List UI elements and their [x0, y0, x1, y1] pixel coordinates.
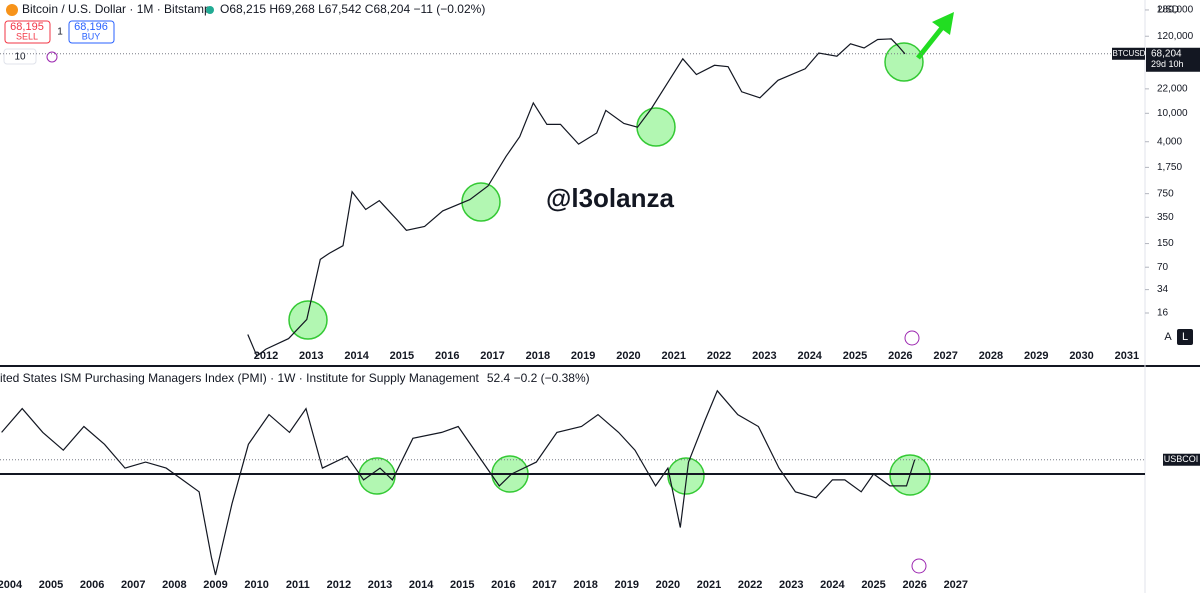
- x-tick-label: 2024: [797, 350, 822, 362]
- x-tick-label: 2005: [39, 579, 63, 591]
- x-tick-label: 2010: [244, 579, 268, 591]
- x-tick-label: 2012: [254, 350, 278, 362]
- y-tick-label: 280,000: [1157, 5, 1194, 16]
- x-tick-label: 2021: [662, 350, 686, 362]
- x-tick-label: 2011: [286, 579, 310, 591]
- event-icon: [911, 558, 927, 574]
- series-line: [1, 389, 916, 576]
- price-tag: [1146, 47, 1200, 72]
- event-icon: [904, 330, 920, 346]
- series-line: [247, 38, 906, 357]
- y-tick-label: 22,000: [1157, 83, 1188, 94]
- x-tick-label: 2025: [861, 579, 885, 591]
- symbol-tag-label: BTCUSD: [1113, 49, 1146, 58]
- buy-price: 68,196: [74, 21, 108, 33]
- x-tick-label: 2029: [1024, 350, 1048, 362]
- x-tick-label: 2016: [435, 350, 459, 362]
- x-tick-label: 2026: [888, 350, 912, 362]
- x-tick-label: 2022: [738, 579, 762, 591]
- y-tick-label: 350: [1157, 212, 1174, 223]
- highlight: [636, 107, 676, 147]
- status-dot: [206, 6, 214, 14]
- pane-title: ited States ISM Purchasing Managers Inde…: [0, 371, 480, 385]
- highlight: [884, 42, 924, 82]
- x-tick-label: 2017: [532, 579, 556, 591]
- price-tag-label: 68,204: [1151, 48, 1182, 59]
- x-tick-label: 2024: [820, 579, 845, 591]
- x-tick-label: 2018: [573, 579, 597, 591]
- y-tick-label: 750: [1157, 188, 1174, 199]
- x-tick-label: 2014: [344, 350, 369, 362]
- ohlc: O68,215 H69,268 L67,542 C68,204 −11 (−0.…: [220, 2, 485, 16]
- x-tick-label: 2026: [902, 579, 926, 591]
- log-label: L: [1182, 331, 1188, 343]
- x-tick-label: 2025: [843, 350, 867, 362]
- quantity: 1: [57, 27, 63, 38]
- buy-label: BUY: [82, 31, 101, 41]
- highlight: [288, 300, 328, 340]
- btc-icon: [6, 4, 18, 16]
- x-tick-label: 2031: [1115, 350, 1139, 362]
- y-tick-label: 120,000: [1157, 31, 1194, 42]
- x-tick-label: 2006: [80, 579, 104, 591]
- x-tick-label: 2009: [203, 579, 227, 591]
- x-tick-label: 2007: [121, 579, 145, 591]
- x-tick-label: 2015: [450, 579, 474, 591]
- x-tick-label: 2015: [390, 350, 414, 362]
- y-tick-label: 4,000: [1157, 136, 1182, 147]
- x-tick-label: 2023: [779, 579, 803, 591]
- x-tick-label: 2012: [327, 579, 351, 591]
- x-tick-label: 2020: [616, 350, 640, 362]
- x-tick-label: 2019: [615, 579, 639, 591]
- sell-label: SELL: [16, 31, 38, 41]
- highlight: [461, 182, 501, 222]
- indicator-button[interactable]: [3, 48, 37, 65]
- buy-button[interactable]: [68, 20, 115, 44]
- y-tick-label: 70: [1157, 262, 1169, 273]
- x-tick-label: 2028: [979, 350, 1003, 362]
- x-tick-label: 2004: [0, 579, 23, 591]
- sell-button[interactable]: [4, 20, 51, 44]
- x-tick-label: 2013: [299, 350, 323, 362]
- x-tick-label: 2014: [409, 579, 434, 591]
- symbol-tag: [1163, 453, 1200, 466]
- y-tick-label: 16: [1157, 308, 1169, 319]
- symbol-tag-label: USBCOI: [1164, 454, 1199, 464]
- x-tick-label: 2019: [571, 350, 595, 362]
- currency: USD: [1158, 5, 1179, 16]
- arrow-shaft: [916, 22, 947, 60]
- symbol-title: Bitcoin / U.S. Dollar · 1M · Bitstamp: [22, 2, 211, 16]
- highlight: [358, 457, 396, 495]
- x-tick-label: 2022: [707, 350, 731, 362]
- indicator-icon: [46, 51, 58, 63]
- sell-price: 68,195: [10, 21, 44, 33]
- auto-scale[interactable]: A: [1164, 331, 1172, 343]
- x-tick-label: 2008: [162, 579, 186, 591]
- countdown: 29d 10h: [1151, 59, 1184, 69]
- x-tick-label: 2027: [933, 350, 957, 362]
- y-tick-label: 34: [1157, 284, 1169, 295]
- x-tick-label: 2017: [480, 350, 504, 362]
- watermark: @l3olanza: [546, 183, 674, 213]
- y-tick-label: 150: [1157, 238, 1174, 249]
- x-tick-label: 2020: [656, 579, 680, 591]
- symbol-tag: [1112, 47, 1145, 60]
- arrow-head: [932, 12, 954, 35]
- x-tick-label: 2021: [697, 579, 721, 591]
- pane-change: 52.4 −0.2 (−0.38%): [487, 371, 590, 385]
- highlight: [667, 457, 705, 495]
- x-tick-label: 2030: [1069, 350, 1093, 362]
- x-tick-label: 2018: [526, 350, 550, 362]
- x-tick-label: 2016: [491, 579, 515, 591]
- highlight-circles: [288, 42, 931, 496]
- x-tick-label: 2027: [944, 579, 968, 591]
- log-button[interactable]: [1177, 329, 1193, 345]
- x-tick-label: 2023: [752, 350, 776, 362]
- x-tick-label: 2013: [368, 579, 392, 591]
- indicator-count: 10: [14, 52, 26, 63]
- y-tick-label: 1,750: [1157, 162, 1182, 173]
- y-tick-label: 10,000: [1157, 108, 1188, 119]
